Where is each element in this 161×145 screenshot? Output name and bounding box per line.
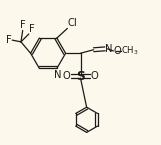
Text: F: F xyxy=(6,35,12,45)
Text: CH$_3$: CH$_3$ xyxy=(121,45,139,57)
Text: O: O xyxy=(90,71,98,81)
Text: N: N xyxy=(54,70,62,80)
Text: N: N xyxy=(105,44,113,54)
Text: O: O xyxy=(63,71,71,81)
Text: F: F xyxy=(29,24,35,34)
Text: O: O xyxy=(114,46,121,56)
Text: Cl: Cl xyxy=(68,18,77,28)
Text: F: F xyxy=(20,20,26,30)
Text: S: S xyxy=(76,69,85,83)
